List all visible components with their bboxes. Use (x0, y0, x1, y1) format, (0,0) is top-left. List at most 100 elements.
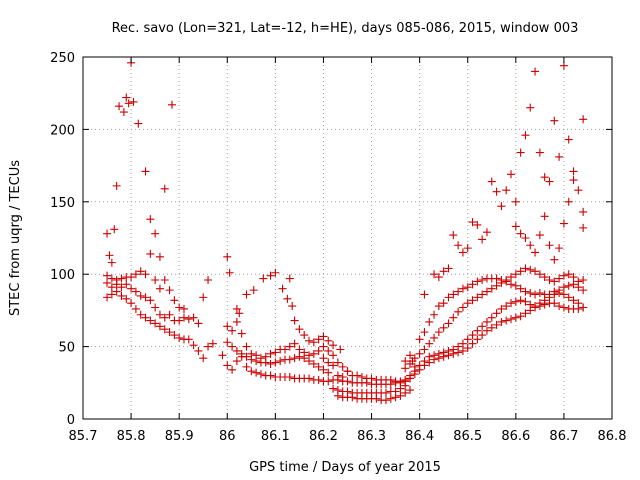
data-point (468, 339, 477, 348)
data-point (574, 186, 583, 195)
data-point (324, 368, 333, 377)
x-tick-label: 86.3 (357, 429, 386, 444)
data-point (401, 388, 410, 397)
data-point (526, 241, 535, 250)
data-point (511, 270, 520, 279)
data-point (131, 304, 140, 313)
axis-ticks (82, 56, 613, 420)
data-point (516, 284, 525, 293)
data-point (155, 322, 164, 331)
data-point (550, 299, 559, 308)
data-point (535, 302, 544, 311)
data-point (511, 313, 520, 322)
x-tick-label: 86.4 (405, 429, 434, 444)
data-point (237, 352, 246, 361)
data-point (516, 148, 525, 157)
data-point (458, 339, 467, 348)
data-point (338, 362, 347, 371)
y-tick-labels: 0 50 100 150 200 250 (50, 51, 75, 428)
data-point (559, 219, 568, 228)
data-point (160, 325, 169, 334)
data-point (550, 116, 559, 125)
data-point (473, 293, 482, 302)
data-point (406, 374, 415, 383)
data-point (285, 355, 294, 364)
data-point (410, 370, 419, 379)
data-point (507, 280, 516, 289)
data-point (444, 264, 453, 273)
data-point (521, 234, 530, 242)
x-tick-label: 85.9 (165, 429, 194, 444)
data-point (531, 267, 540, 276)
data-point (194, 319, 203, 328)
data-point (425, 358, 434, 367)
data-point (430, 270, 439, 279)
data-point (468, 218, 477, 227)
data-point (151, 319, 160, 328)
data-point (559, 271, 568, 280)
data-point (151, 303, 160, 312)
data-point (473, 335, 482, 344)
data-point (555, 302, 564, 311)
data-point (194, 346, 203, 355)
data-point (439, 352, 448, 361)
data-point (134, 119, 143, 128)
data-point (175, 333, 184, 342)
data-point (300, 354, 309, 363)
data-point (487, 177, 496, 186)
data-point (329, 384, 338, 393)
data-point (252, 368, 261, 377)
data-point (252, 357, 261, 366)
data-point (569, 280, 578, 289)
data-point (420, 361, 429, 370)
data-point (103, 229, 112, 238)
data-point (329, 361, 338, 370)
data-point (348, 393, 357, 402)
data-point (569, 176, 578, 185)
data-point (425, 339, 434, 348)
data-point (261, 358, 270, 367)
data-point (559, 303, 568, 312)
data-point (225, 268, 234, 277)
data-point (232, 317, 241, 326)
data-point (167, 100, 176, 109)
data-point (271, 268, 280, 277)
data-point (170, 331, 179, 340)
data-point (160, 313, 169, 322)
data-point (160, 184, 169, 193)
data-point (208, 339, 217, 348)
data-point (540, 300, 549, 309)
data-point (401, 364, 410, 373)
data-point (531, 303, 540, 312)
x-tick-label: 85.8 (117, 429, 146, 444)
data-point (228, 326, 237, 335)
data-point (540, 173, 549, 182)
data-point (516, 229, 525, 238)
data-point (449, 231, 458, 240)
data-point (463, 244, 472, 253)
data-point (434, 273, 443, 282)
data-point (482, 228, 491, 237)
data-point (444, 319, 453, 328)
data-point (521, 131, 530, 140)
data-point (420, 328, 429, 337)
data-point (247, 355, 256, 364)
y-tick-label: 200 (50, 123, 75, 138)
data-point (545, 241, 554, 250)
data-point (324, 336, 333, 345)
data-point (550, 290, 559, 299)
data-point (199, 293, 208, 302)
data-point (468, 331, 477, 340)
data-point (502, 302, 511, 311)
data-point (309, 349, 318, 358)
data-point (535, 289, 544, 298)
y-tick-label: 100 (50, 268, 75, 283)
data-point (295, 345, 304, 354)
data-point (511, 222, 520, 231)
x-tick-label: 86 (219, 429, 236, 444)
data-point (324, 377, 333, 386)
data-point (386, 394, 395, 403)
data-point (516, 296, 525, 305)
data-point (124, 99, 133, 108)
y-tick-label: 150 (50, 196, 75, 211)
